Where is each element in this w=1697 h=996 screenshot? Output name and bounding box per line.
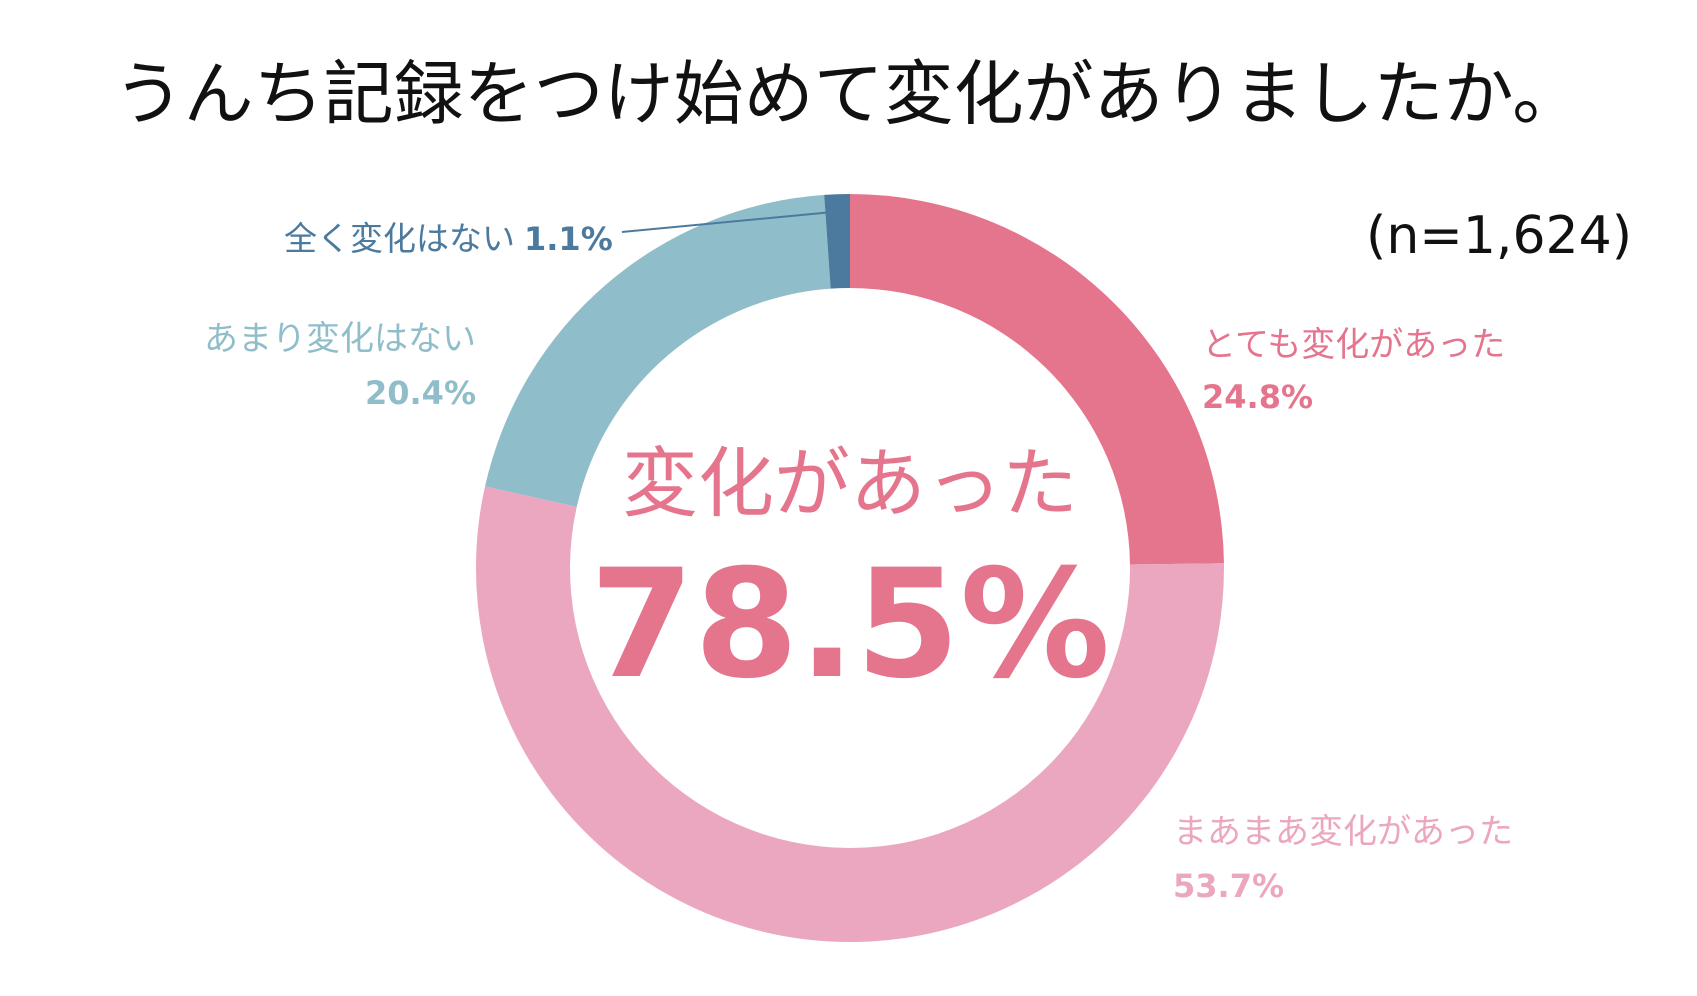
slice-label-value-totemo: 24.8% [1202, 378, 1313, 416]
center-value: 78.5% [590, 538, 1110, 712]
donut-slices [475, 194, 1224, 942]
slice-label-name-totemo: とても変化があった [1202, 325, 1505, 365]
slice-label-name-zenzen: 全く変化はない [284, 219, 515, 258]
slice-label-value-amari: 20.4% [365, 374, 476, 412]
center-label: 変化があった [622, 439, 1078, 528]
slice-label-value-zenzen: 1.1% [524, 220, 613, 258]
slice-label-name-amari: あまり変化はない [204, 319, 476, 359]
leader-line-zenzen [621, 211, 834, 233]
donut-slice-totemo [850, 194, 1224, 565]
donut-slice-amari [485, 194, 831, 507]
chart-title: うんち記録をつけ始めて変化がありましたか。 [114, 53, 1583, 135]
donut-slice-zenzen [824, 194, 850, 289]
sample-size: (n=1,624) [1366, 206, 1632, 266]
slice-label-value-maamaa: 53.7% [1173, 867, 1284, 905]
slice-label-name-maamaa: まあまあ変化があった [1173, 812, 1513, 852]
donut-slice-maamaa [475, 486, 1224, 942]
